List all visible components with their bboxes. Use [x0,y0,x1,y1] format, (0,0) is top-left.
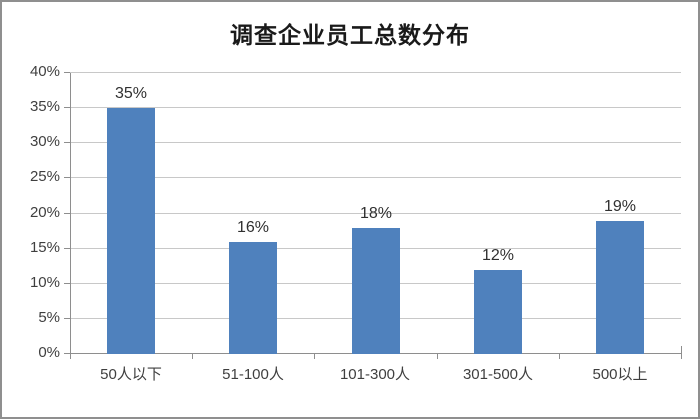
bar [474,270,522,354]
x-axis-tick [314,354,315,359]
x-axis-tick [437,354,438,359]
y-axis-label: 15% [29,238,60,256]
bar [107,108,155,354]
y-axis-line [70,73,71,354]
x-axis-end-tick [681,346,682,354]
y-axis-tick [64,282,70,284]
y-axis-tick [64,212,70,214]
gridline [70,212,681,214]
y-axis-tick [64,247,70,249]
bar-value-label: 18% [359,205,393,222]
y-axis-tick [64,353,70,354]
y-axis-label: 30% [29,133,60,151]
x-axis-label: 101-300人 [339,366,411,383]
bar-value-label: 16% [236,219,270,236]
y-axis-label: 20% [29,203,60,221]
x-axis-label: 50人以下 [100,366,162,383]
x-axis-tick [681,354,682,359]
y-axis-label: 10% [29,273,60,291]
y-axis-tick [64,72,70,73]
bar-value-label: 12% [481,247,515,264]
x-axis-tick [559,354,560,359]
bar-value-label: 19% [603,198,637,215]
bar [352,228,400,354]
x-axis-label: 500以上 [592,366,648,383]
bar-value-label: 35% [114,85,148,102]
y-axis-tick [64,317,70,319]
gridline [70,177,681,179]
x-axis-label: 51-100人 [222,366,284,383]
y-axis-label: 40% [29,63,60,80]
y-axis-label: 5% [38,308,60,326]
y-axis-tick [64,142,70,144]
bar [596,221,644,354]
gridline [70,142,681,144]
y-axis-label: 0% [38,344,60,361]
y-axis-label: 25% [29,168,60,186]
x-axis-label: 301-500人 [462,366,534,383]
chart-title: 调查企业员工总数分布 [230,23,470,48]
y-axis-label: 35% [29,98,60,116]
gridline [70,107,681,109]
x-axis-tick [192,354,193,359]
gridline [70,72,681,73]
y-axis-tick [64,177,70,179]
y-axis-tick [64,107,70,109]
x-axis-tick [70,354,71,359]
bar [229,242,277,354]
